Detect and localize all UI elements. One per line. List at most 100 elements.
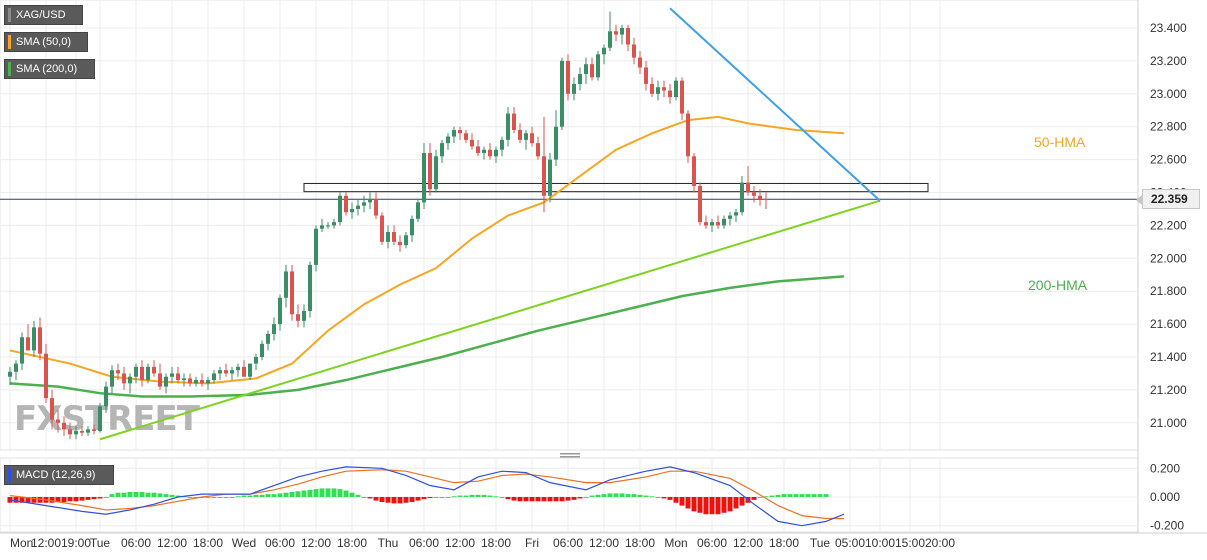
candle-body: [314, 228, 318, 265]
macd-histogram-bar: [541, 497, 547, 502]
macd-histogram-bar: [217, 497, 223, 498]
candle-body: [536, 143, 540, 157]
macd-histogram-bar: [283, 492, 289, 497]
macd-histogram-bar: [679, 497, 685, 506]
y-tick-label: 23.000: [1150, 87, 1187, 101]
candle-body: [590, 64, 594, 78]
macd-histogram-bar: [343, 490, 349, 497]
legend-sma50-label: SMA (50,0): [16, 36, 72, 48]
macd-histogram-bar: [535, 497, 541, 502]
candle-body: [134, 366, 138, 377]
x-tick-label: 12:00: [589, 536, 619, 550]
macd-histogram-bar: [805, 494, 811, 497]
candle-body: [572, 83, 576, 94]
candle-body: [704, 222, 708, 226]
x-tick-label: 06:00: [121, 536, 151, 550]
macd-histogram-bar: [523, 497, 529, 502]
macd-histogram-bar: [367, 497, 373, 499]
candle-body: [68, 429, 72, 435]
macd-histogram-bar: [733, 497, 739, 509]
macd-histogram-bar: [31, 497, 37, 503]
candle-body: [44, 353, 48, 399]
macd-histogram-bar: [25, 497, 31, 503]
candle-body: [674, 80, 678, 98]
candle-body: [560, 60, 564, 127]
x-tick-label: 06:00: [409, 536, 439, 550]
candle-body: [20, 337, 24, 364]
panel-splitter-handle: [560, 456, 580, 458]
macd-histogram-bar: [565, 497, 571, 501]
candle-body: [74, 431, 78, 435]
candle-body: [380, 215, 384, 242]
macd-histogram-bar: [49, 497, 55, 503]
macd-histogram-bar: [73, 497, 79, 502]
macd-histogram-bar: [817, 494, 823, 497]
candle-body: [362, 202, 366, 206]
candle-body: [458, 129, 462, 134]
macd-histogram-bar: [661, 497, 667, 499]
candle-body: [188, 378, 192, 384]
macd-histogram-bar: [127, 491, 133, 497]
macd-histogram-bar: [727, 497, 733, 512]
legend-sma200: SMA (200,0): [4, 59, 95, 79]
legend-macd: MACD (12,26,9): [4, 465, 114, 485]
x-tick-label: Mon: [10, 536, 33, 550]
candle-body: [284, 271, 288, 298]
candle-body: [32, 327, 36, 351]
macd-histogram-bar: [241, 495, 247, 497]
macd-histogram-bar: [463, 495, 469, 497]
candle-body: [524, 133, 528, 140]
macd-histogram-bar: [253, 494, 259, 497]
x-tick-label: 18:00: [337, 536, 367, 550]
macd-histogram-bar: [187, 497, 193, 498]
x-tick-label: Tue: [810, 536, 831, 550]
macd-histogram-bar: [169, 494, 175, 497]
x-tick-label: Fri: [525, 536, 539, 550]
candle-body: [608, 31, 612, 48]
candle-body: [638, 57, 642, 68]
macd-histogram-bar: [349, 492, 355, 497]
candle-body: [650, 83, 654, 94]
candle-body: [260, 343, 264, 357]
macd-histogram-bar: [685, 497, 691, 509]
candle-body: [764, 199, 768, 201]
candle-body: [398, 241, 402, 246]
candle-body: [734, 212, 738, 216]
candle-body: [302, 310, 306, 321]
macd-line: [9, 466, 845, 527]
macd-histogram-bar: [157, 493, 163, 497]
macd-histogram-bar: [415, 497, 421, 501]
macd-histogram-bar: [667, 497, 673, 500]
candle-body: [686, 113, 690, 157]
macd-histogram-bar: [121, 492, 127, 497]
x-tick-label: 18:00: [193, 536, 223, 550]
macd-histogram-bar: [163, 494, 169, 497]
x-tick-label: 18:00: [625, 536, 655, 550]
candle-body: [656, 87, 660, 94]
candle-body: [374, 199, 378, 216]
macd-histogram-bar: [583, 497, 589, 498]
y-tick-label: 22.200: [1150, 218, 1187, 232]
candle-body: [230, 370, 234, 374]
candle-body: [698, 185, 702, 223]
macd-histogram-bar: [811, 494, 817, 497]
x-tick-label: Mon: [664, 536, 687, 550]
macd-histogram-bar: [631, 494, 637, 497]
candle-body: [662, 87, 666, 91]
candle-body: [446, 136, 450, 144]
macd-histogram-bar: [409, 497, 415, 503]
candle-body: [248, 363, 252, 377]
y-tick-label: 21.200: [1150, 383, 1187, 397]
macd-histogram-bar: [823, 494, 829, 497]
macd-histogram-bar: [373, 497, 379, 501]
candle-body: [152, 366, 156, 374]
macd-histogram-bar: [739, 497, 745, 506]
macd-histogram-bar: [649, 496, 655, 498]
macd-histogram-bar: [61, 497, 67, 503]
macd-histogram-bar: [385, 497, 391, 503]
candle-body: [416, 202, 420, 219]
macd-histogram-bar: [655, 497, 661, 498]
macd-histogram-bar: [595, 494, 601, 497]
macd-histogram-bar: [721, 497, 727, 513]
